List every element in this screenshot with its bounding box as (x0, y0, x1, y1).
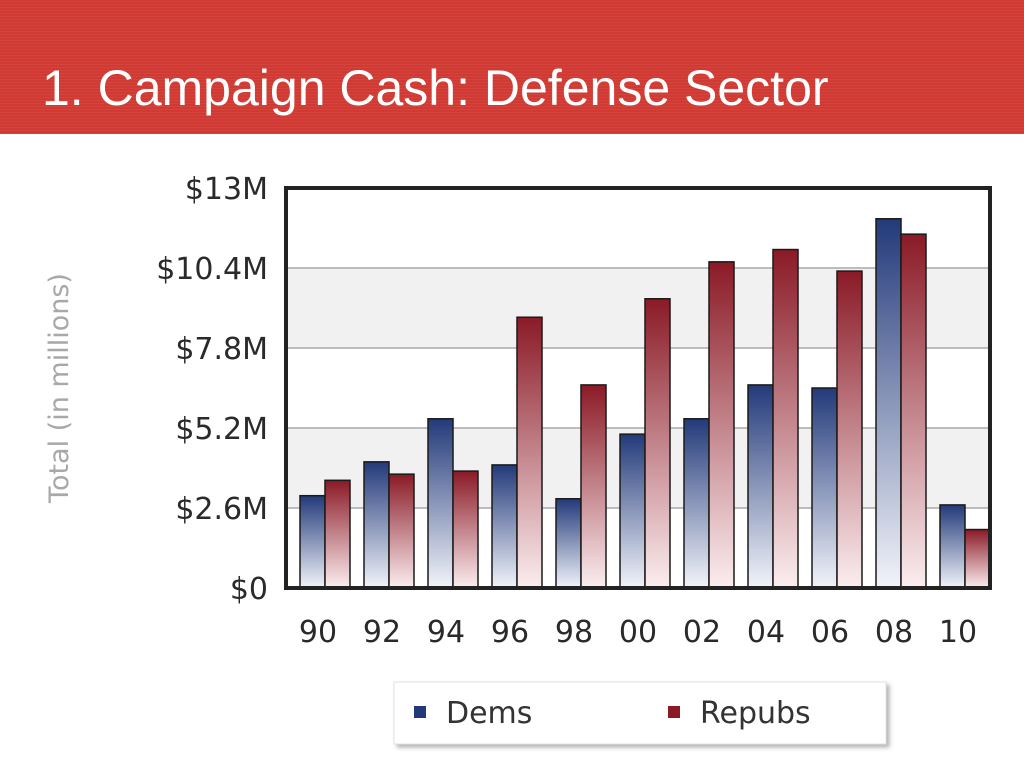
bar-dems-10 (939, 504, 966, 589)
title-bar: 1. Campaign Cash: Defense Sector (0, 0, 1024, 134)
bar-repubs-98 (580, 384, 607, 589)
bar-dems-02 (683, 418, 710, 589)
bar-dems-90 (299, 494, 326, 589)
bar-repubs-10 (964, 528, 991, 589)
legend-label-repubs: Repubs (700, 696, 811, 731)
legend: Dems Repubs (393, 681, 887, 745)
x-tick-label: 06 (811, 615, 849, 650)
y-tick-label: $7.8M (175, 332, 268, 367)
x-tick-label: 96 (491, 615, 529, 650)
bar-dems-92 (363, 461, 390, 589)
legend-swatch-repubs (668, 706, 680, 718)
slide-title: 1. Campaign Cash: Defense Sector (42, 60, 829, 116)
bar-repubs-94 (452, 470, 479, 589)
x-tick-label: 08 (875, 615, 913, 650)
plot-frame (284, 186, 992, 590)
bar-repubs-90 (324, 479, 351, 589)
bar-repubs-02 (708, 261, 735, 589)
y-tick-label: $13M (185, 172, 268, 207)
bar-dems-08 (875, 218, 902, 589)
bar-dems-06 (811, 387, 838, 589)
x-tick-label: 92 (363, 615, 401, 650)
x-tick-label: 98 (555, 615, 593, 650)
bar-repubs-08 (900, 233, 927, 589)
bar-dems-98 (555, 498, 582, 589)
bar-repubs-04 (772, 248, 799, 589)
y-tick-label: $0 (230, 572, 268, 607)
bar-repubs-06 (836, 270, 863, 589)
bar-dems-04 (747, 384, 774, 589)
x-tick-label: 00 (619, 615, 657, 650)
bar-chart: $0 $2.6M $5.2M $7.8M $10.4M $13M 90 92 94 96 98 00… (44, 172, 992, 745)
legend-box (393, 681, 887, 745)
bar-repubs-00 (644, 298, 671, 589)
x-tick-label: 04 (747, 615, 785, 650)
plot-band (286, 268, 990, 348)
bar-repubs-96 (516, 316, 543, 589)
y-tick-label: $2.6M (175, 492, 268, 527)
x-tick-label: 02 (683, 615, 721, 650)
bar-dems-96 (491, 464, 518, 589)
bar-dems-94 (427, 418, 454, 589)
x-tick-label: 94 (427, 615, 465, 650)
y-axis-label: Total (in millions) (44, 273, 75, 504)
x-tick-label: 90 (299, 615, 337, 650)
bar-dems-00 (619, 433, 646, 589)
y-tick-label: $10.4M (156, 252, 268, 287)
legend-swatch-dems (414, 706, 426, 718)
y-tick-label: $5.2M (175, 412, 268, 447)
bar-repubs-92 (388, 473, 415, 589)
legend-label-dems: Dems (446, 696, 532, 731)
x-tick-label: 10 (939, 615, 977, 650)
